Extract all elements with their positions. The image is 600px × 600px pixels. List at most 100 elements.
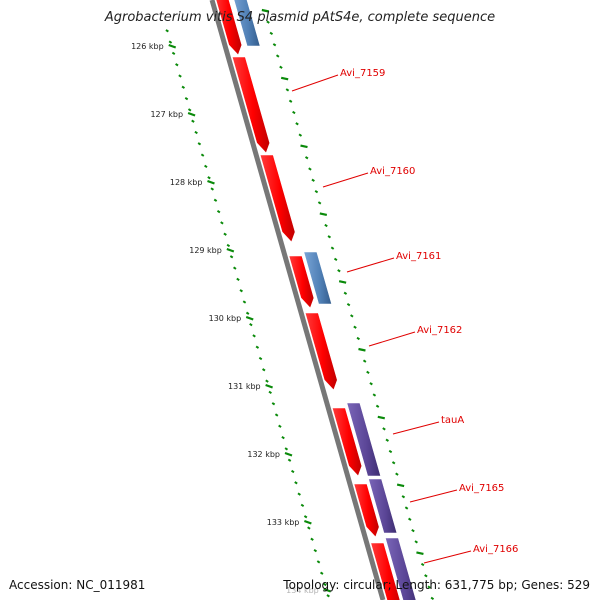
- cds-feature: [304, 312, 338, 391]
- ruler-label: 131 kbp: [228, 382, 261, 391]
- gene-label: Avi_7165: [459, 483, 504, 494]
- outer-minor-tick: [314, 189, 319, 194]
- gene-leader-line: [368, 331, 416, 347]
- ruler-minor-tick: [229, 255, 234, 259]
- ruler-minor-tick: [319, 571, 324, 575]
- outer-minor-tick: [395, 472, 399, 476]
- gene-feature: [368, 478, 398, 534]
- outer-minor-tick: [362, 359, 367, 363]
- ruler-minor-tick: [197, 142, 202, 146]
- gene-feature: [384, 537, 417, 600]
- outer-minor-tick: [330, 246, 335, 250]
- outer-minor-tick: [414, 540, 418, 544]
- ruler-minor-tick: [252, 334, 256, 338]
- outer-minor-tick: [272, 43, 277, 47]
- ruler-minor-tick: [287, 458, 292, 462]
- cds-feature: [370, 542, 401, 600]
- gene-label: Avi_7162: [417, 325, 462, 336]
- ruler-ticks: [165, 29, 332, 598]
- outer-minor-tick: [350, 314, 354, 318]
- gene-feature: [346, 402, 382, 477]
- ruler-minor-tick: [245, 311, 250, 315]
- outer-major-tick: [358, 347, 366, 352]
- outer-minor-tick: [346, 302, 351, 307]
- outer-minor-tick: [308, 167, 312, 171]
- ruler-minor-tick: [310, 537, 314, 541]
- ruler-minor-tick: [207, 176, 211, 180]
- ruler-label: 132 kbp: [247, 450, 280, 459]
- outer-minor-tick: [298, 133, 303, 137]
- outer-minor-tick: [324, 223, 328, 228]
- gene-labels: Avi_7159 Avi_7160 Avi_7161 Avi_7162 tauA Avi_…: [340, 68, 518, 555]
- outer-minor-tick: [288, 99, 293, 103]
- ruler-label: 129 kbp: [189, 246, 222, 255]
- outer-minor-tick: [353, 325, 357, 329]
- outer-major-tick: [280, 76, 289, 81]
- ruler-minor-tick: [168, 40, 173, 44]
- outer-minor-tick: [333, 257, 338, 262]
- ruler-minor-tick: [165, 29, 169, 33]
- accession-text: Accession: NC_011981: [9, 578, 146, 592]
- outer-minor-tick: [343, 291, 348, 295]
- ruler-major-tick: [265, 383, 273, 389]
- outer-minor-tick: [369, 382, 373, 386]
- outer-minor-tick: [375, 404, 380, 408]
- ruler-minor-tick: [181, 85, 186, 89]
- outer-minor-tick: [420, 562, 425, 567]
- ruler-minor-tick: [290, 469, 295, 474]
- gene-label: Avi_7159: [340, 68, 385, 79]
- outer-minor-tick: [269, 31, 274, 36]
- gene-label: Avi_7160: [370, 166, 415, 177]
- ruler-minor-tick: [284, 447, 289, 451]
- ruler-minor-tick: [204, 164, 208, 169]
- ruler-minor-tick: [194, 130, 198, 135]
- ruler-label: 128 kbp: [170, 178, 203, 187]
- ruler-label: 130 kbp: [209, 314, 242, 323]
- ruler-major-tick: [323, 587, 332, 593]
- ruler-minor-tick: [239, 289, 243, 293]
- ruler-major-tick: [304, 519, 312, 525]
- outer-minor-tick: [391, 461, 396, 465]
- outer-minor-tick: [366, 370, 370, 375]
- outer-minor-tick: [327, 235, 332, 239]
- ruler-minor-tick: [307, 526, 311, 530]
- outer-major-tick: [261, 8, 270, 13]
- ruler-minor-tick: [236, 277, 240, 282]
- ruler-minor-tick: [216, 209, 221, 214]
- ruler-minor-tick: [258, 356, 263, 361]
- outer-minor-tick: [427, 585, 431, 589]
- map-title: Agrobacterium vitis S4 plasmid pAtS4e, c…: [104, 10, 496, 25]
- cds-feature: [231, 56, 271, 154]
- ruler-minor-tick: [326, 594, 330, 598]
- ruler-minor-tick: [226, 243, 231, 248]
- gene-leader-line: [409, 489, 458, 503]
- gene-leader-line: [392, 421, 440, 435]
- ruler-minor-tick: [220, 221, 224, 225]
- outer-minor-tick: [401, 495, 406, 499]
- ruler-minor-tick: [255, 345, 260, 349]
- ruler-minor-tick: [313, 548, 318, 553]
- gene-label: Avi_7161: [396, 251, 441, 262]
- ruler-minor-tick: [303, 515, 308, 519]
- cds-feature: [288, 255, 315, 309]
- outer-minor-tick: [385, 438, 389, 442]
- ruler-label: 133 kbp: [267, 518, 300, 527]
- outer-minor-tick: [279, 65, 283, 69]
- ruler-minor-tick: [274, 413, 279, 417]
- gene-label: Avi_7166: [473, 544, 518, 555]
- rna-feature: [233, 0, 261, 47]
- cds-feature: [353, 483, 380, 538]
- outer-minor-tick: [295, 122, 299, 126]
- ruler-minor-tick: [323, 582, 327, 587]
- ruler-minor-tick: [213, 198, 218, 202]
- gene-leader-line: [423, 550, 472, 564]
- ruler-minor-tick: [262, 368, 266, 372]
- ruler-minor-tick: [294, 481, 298, 485]
- outer-minor-tick: [266, 20, 270, 24]
- ruler-minor-tick: [200, 153, 205, 157]
- gene-label: tauA: [441, 415, 464, 426]
- outer-major-tick: [300, 144, 308, 149]
- ruler-major-tick: [284, 451, 293, 457]
- outer-minor-tick: [424, 574, 428, 578]
